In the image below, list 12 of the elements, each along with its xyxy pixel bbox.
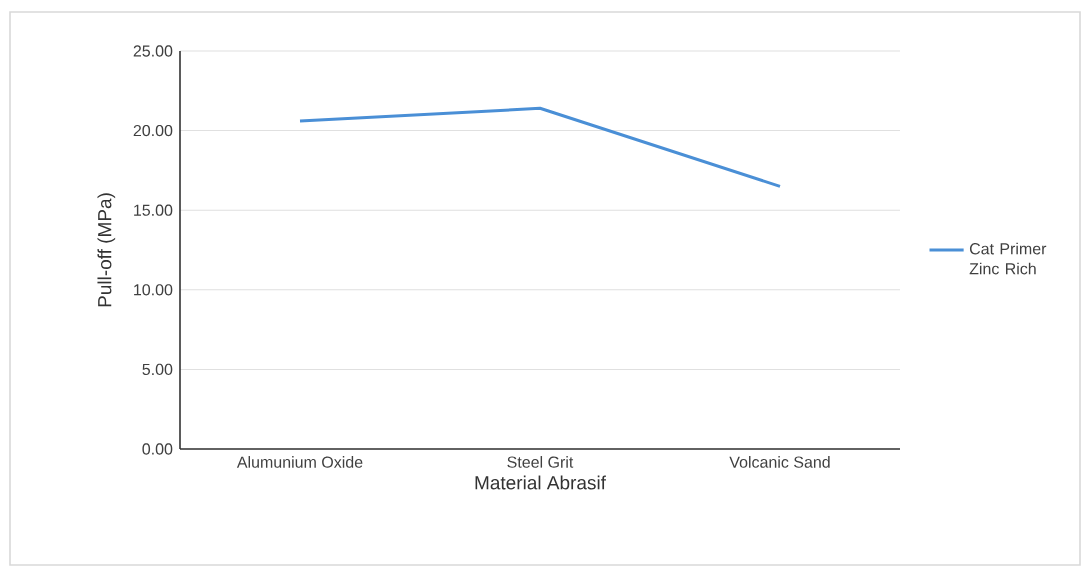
y-axis-title: Pull-off (MPa) bbox=[97, 193, 116, 307]
y-tick-label: 15.00 bbox=[134, 204, 173, 216]
y-tick-label: 20.00 bbox=[133, 124, 173, 137]
legend-label: Cat Primer Zinc Rich bbox=[969, 242, 1047, 275]
y-tick-label: 25.00 bbox=[133, 45, 173, 57]
x-axis-title: Material Abrasif bbox=[475, 475, 606, 490]
x-tick-label: Alumunium Oxide bbox=[236, 456, 363, 468]
x-tick-label: Volcanic Sand bbox=[729, 456, 830, 468]
y-tick-label: 0.00 bbox=[142, 443, 173, 455]
y-tick-label: 10.00 bbox=[134, 284, 173, 296]
x-tick-label: Steel Grit bbox=[507, 456, 574, 468]
y-tick-label: 5.00 bbox=[142, 363, 173, 376]
